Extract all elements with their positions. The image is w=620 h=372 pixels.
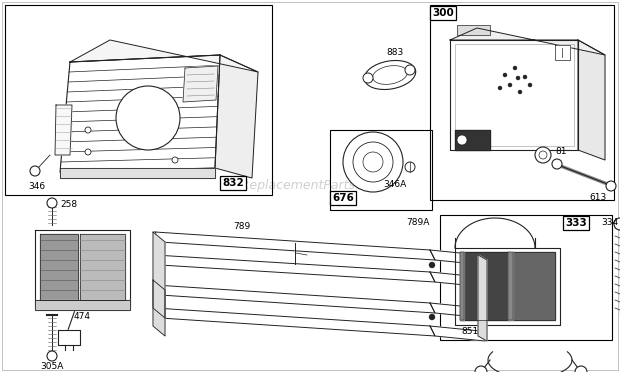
Text: 474: 474	[74, 312, 91, 321]
Circle shape	[475, 366, 487, 372]
Polygon shape	[80, 234, 125, 300]
Text: 346A: 346A	[383, 180, 407, 189]
Text: 789: 789	[233, 222, 250, 231]
Ellipse shape	[373, 65, 407, 84]
Polygon shape	[153, 232, 165, 318]
Circle shape	[353, 142, 393, 182]
Text: 81: 81	[555, 148, 567, 157]
Circle shape	[85, 127, 91, 133]
Polygon shape	[450, 28, 605, 55]
Text: 789A: 789A	[406, 218, 430, 227]
Bar	[457, 25, 490, 35]
Text: 676: 676	[332, 193, 354, 203]
Text: 334: 334	[601, 218, 619, 227]
Text: 832: 832	[222, 178, 244, 188]
Circle shape	[30, 166, 40, 176]
Bar	[5, 5, 272, 195]
Circle shape	[343, 132, 403, 192]
Polygon shape	[460, 252, 510, 320]
Circle shape	[85, 149, 91, 155]
Circle shape	[503, 73, 507, 77]
Polygon shape	[555, 45, 570, 60]
Circle shape	[614, 218, 620, 230]
Polygon shape	[183, 66, 218, 102]
Circle shape	[498, 86, 502, 90]
Polygon shape	[512, 252, 555, 320]
Polygon shape	[430, 303, 485, 318]
Polygon shape	[70, 40, 258, 72]
Ellipse shape	[365, 61, 416, 90]
Circle shape	[513, 66, 517, 70]
Text: 883: 883	[386, 48, 404, 57]
Polygon shape	[455, 248, 560, 325]
Circle shape	[47, 351, 57, 361]
Polygon shape	[155, 232, 435, 260]
Polygon shape	[40, 234, 78, 300]
Bar	[330, 130, 432, 210]
Circle shape	[528, 83, 532, 87]
Bar	[455, 44, 574, 146]
Circle shape	[172, 157, 178, 163]
Polygon shape	[478, 255, 487, 341]
Polygon shape	[35, 300, 130, 310]
Circle shape	[116, 86, 180, 150]
Text: 258: 258	[60, 200, 77, 209]
Text: 851: 851	[461, 327, 478, 336]
Polygon shape	[155, 255, 435, 282]
Text: eReplacementParts.com: eReplacementParts.com	[234, 180, 386, 192]
Polygon shape	[455, 130, 490, 150]
Polygon shape	[430, 272, 485, 287]
Circle shape	[539, 151, 547, 159]
Text: 300: 300	[432, 8, 454, 18]
Polygon shape	[215, 55, 258, 178]
Polygon shape	[460, 252, 464, 320]
Circle shape	[47, 198, 57, 208]
Circle shape	[516, 76, 520, 80]
Polygon shape	[35, 230, 130, 305]
Circle shape	[405, 162, 415, 172]
Polygon shape	[450, 40, 578, 150]
Text: 346: 346	[28, 182, 45, 191]
Circle shape	[405, 65, 415, 75]
Bar	[430, 5, 614, 200]
Polygon shape	[430, 326, 485, 341]
Circle shape	[457, 135, 467, 145]
Polygon shape	[155, 308, 435, 336]
Circle shape	[606, 181, 616, 191]
Polygon shape	[578, 40, 605, 160]
Bar	[440, 215, 612, 340]
Circle shape	[575, 366, 587, 372]
Circle shape	[523, 75, 527, 79]
Polygon shape	[508, 252, 513, 320]
Circle shape	[429, 262, 435, 268]
Polygon shape	[430, 250, 485, 265]
Text: 333: 333	[565, 218, 587, 228]
Circle shape	[363, 73, 373, 83]
Polygon shape	[55, 105, 72, 155]
Circle shape	[552, 159, 562, 169]
Polygon shape	[155, 285, 435, 313]
Circle shape	[429, 314, 435, 320]
Polygon shape	[60, 168, 215, 178]
Circle shape	[518, 90, 522, 94]
Circle shape	[508, 83, 512, 87]
Polygon shape	[58, 330, 80, 345]
Text: 613: 613	[590, 193, 606, 202]
Polygon shape	[60, 55, 220, 172]
Polygon shape	[153, 280, 165, 336]
Circle shape	[363, 152, 383, 172]
Circle shape	[535, 147, 551, 163]
Text: 305A: 305A	[40, 362, 64, 371]
